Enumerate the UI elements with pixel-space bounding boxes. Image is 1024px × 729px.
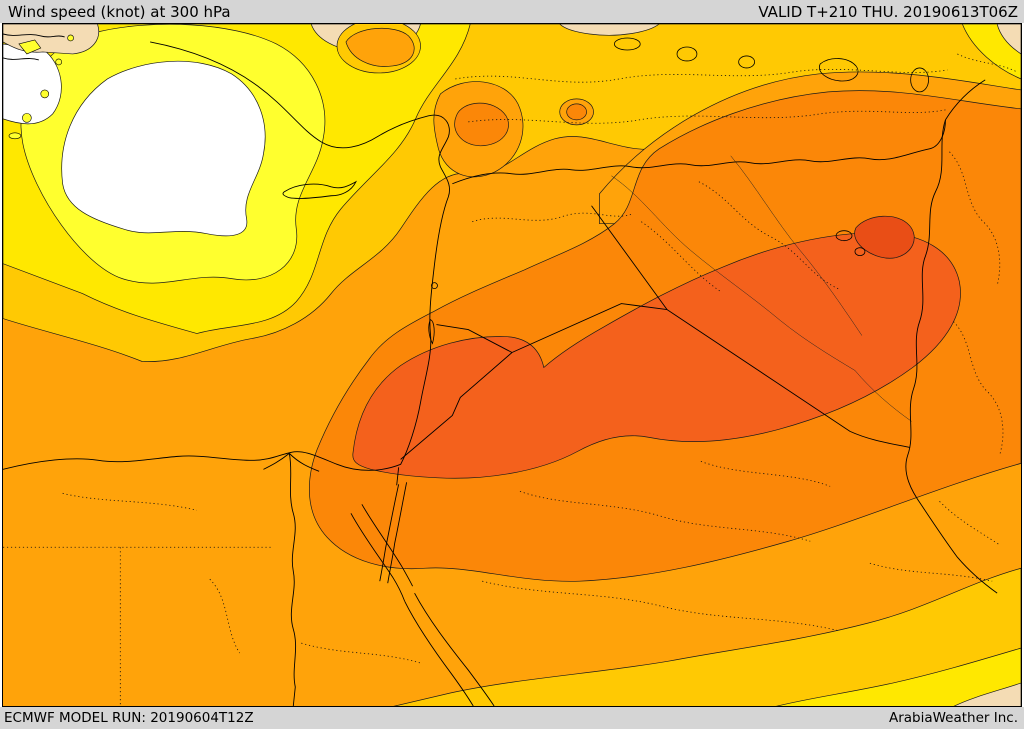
weather-map-frame xyxy=(2,23,1022,707)
lake-van xyxy=(819,58,859,82)
turkey-ne-border xyxy=(945,79,986,121)
dotted-boundary xyxy=(62,492,197,511)
contour-fill-layer xyxy=(3,24,1021,706)
contour-fill-deeporange-core-b xyxy=(454,102,509,147)
contour-fill-deeporange-dot-c xyxy=(566,103,587,121)
island xyxy=(55,58,62,66)
egypt-israel-border xyxy=(396,467,400,486)
jordan-saudi-border xyxy=(400,352,513,460)
lake xyxy=(676,46,698,62)
island xyxy=(22,113,32,123)
contour-fill-white-edge xyxy=(3,43,62,125)
model-run-label: ECMWF MODEL RUN: 20190604T12Z xyxy=(4,710,254,726)
lake xyxy=(738,55,755,69)
sea-of-galilee xyxy=(431,282,438,290)
dotted-boundary xyxy=(519,490,811,542)
lake xyxy=(613,37,641,51)
coastline-layer xyxy=(3,33,495,706)
red-sea-east-shore xyxy=(414,592,495,706)
contour-fill-yellow-bottomright xyxy=(776,647,1021,706)
contour-fill-sand-topmid xyxy=(559,24,660,36)
island xyxy=(67,34,74,42)
contour-fill-sand-corner-ne xyxy=(996,24,1021,55)
islands-layer xyxy=(8,34,74,140)
dotted-boundary xyxy=(949,151,1001,286)
contour-fill-gold-bottom xyxy=(393,567,1021,706)
mediterranean-coastline xyxy=(3,41,450,471)
contour-fill-sand-corner-se xyxy=(953,682,1021,706)
contour-fill-orange-blob-a xyxy=(345,27,415,67)
wind-speed-contour-map xyxy=(3,24,1021,706)
dotted-boundary xyxy=(957,53,1018,73)
jordan-syria-border xyxy=(436,324,513,353)
contour-fill-red-core-spot xyxy=(854,215,915,259)
header-bar: Wind speed (knot) at 300 hPa VALID T+210… xyxy=(0,0,1024,23)
gulf-of-aqaba-east xyxy=(387,482,408,584)
jordan-iraq-border xyxy=(511,303,668,353)
dotted-boundary xyxy=(209,578,240,654)
turkey-south-border xyxy=(452,119,946,185)
contour-fill-white-minimum xyxy=(61,60,266,237)
euphrates-river xyxy=(611,175,856,371)
gulf-of-suez-west xyxy=(350,513,406,602)
island xyxy=(18,39,42,55)
iran-west-border xyxy=(905,119,998,594)
cyprus-island xyxy=(282,180,357,200)
country-borders-layer xyxy=(396,79,998,594)
island xyxy=(40,89,50,99)
aegean-coast-fragment xyxy=(3,57,39,61)
admin-boundaries-layer xyxy=(3,53,1018,706)
dotted-boundary xyxy=(698,181,841,290)
footer-bar: ECMWF MODEL RUN: 20190604T12Z ArabiaWeat… xyxy=(0,707,1024,729)
red-sea-west-shore xyxy=(404,600,474,706)
tigris-river xyxy=(730,155,863,336)
island xyxy=(8,132,22,140)
nile-river xyxy=(288,453,297,706)
dotted-boundary xyxy=(939,501,1001,546)
lake xyxy=(854,247,866,257)
gulf-of-aqaba-west xyxy=(379,484,400,582)
gulf-of-suez-east xyxy=(361,504,413,587)
nile-delta-branch xyxy=(288,453,320,472)
lakes-layer xyxy=(428,37,929,345)
shatt-al-arab-river xyxy=(854,370,912,422)
dotted-boundary xyxy=(455,68,948,83)
lake xyxy=(835,230,853,242)
dead-sea xyxy=(428,319,435,345)
nile-delta-branch xyxy=(263,453,290,470)
dotted-boundary xyxy=(482,580,841,632)
syria-iraq-border xyxy=(591,205,668,310)
contour-fill-redorange-core xyxy=(352,232,961,479)
valid-time-label: VALID T+210 THU. 20190613T06Z xyxy=(758,2,1018,21)
map-title: Wind speed (knot) at 300 hPa xyxy=(8,2,231,21)
lake-urmia xyxy=(910,67,929,93)
brand-label: ArabiaWeather Inc. xyxy=(888,710,1018,726)
iraq-saudi-border xyxy=(666,309,910,448)
rivers-layer xyxy=(611,155,912,422)
dotted-boundary xyxy=(301,642,421,664)
aegean-coast-fragment xyxy=(3,33,65,38)
